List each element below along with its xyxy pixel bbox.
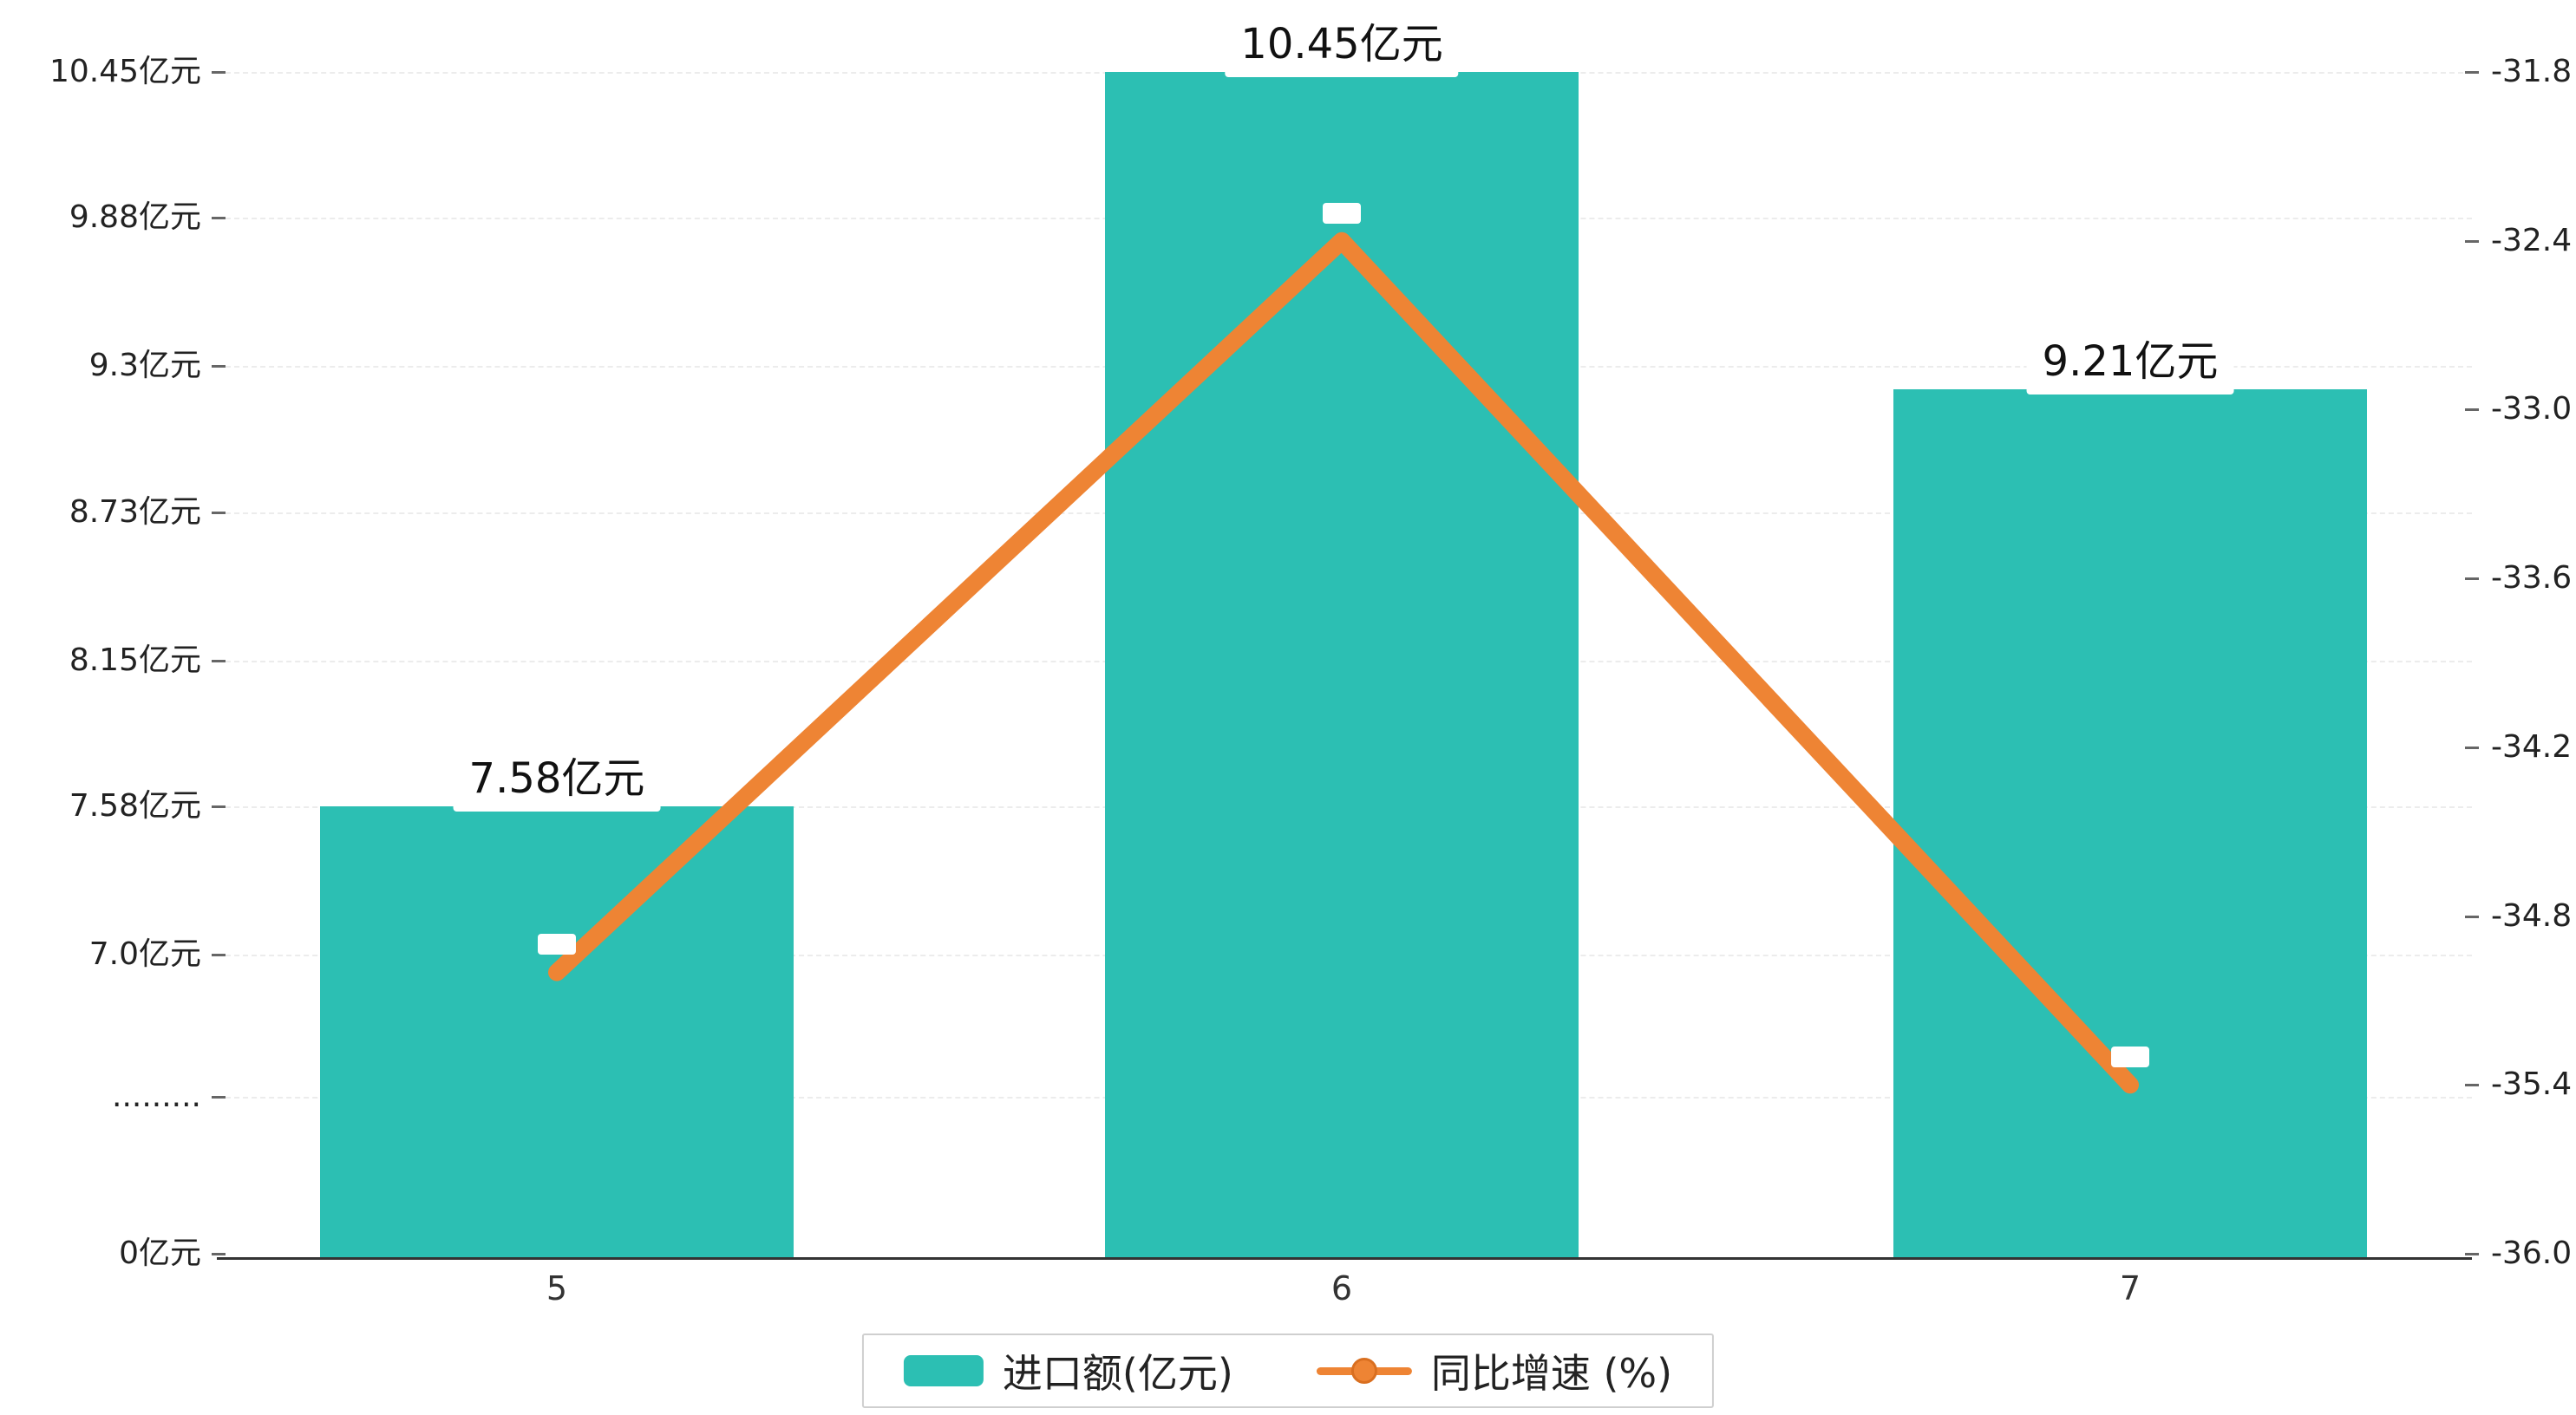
left-axis-tick-label: 8.15亿元 — [69, 642, 201, 678]
left-axis-tick — [212, 805, 226, 808]
left-axis-tick — [212, 365, 226, 368]
bar-value-label: 9.21亿元 — [2026, 328, 2234, 395]
x-tick-label-5: 5 — [546, 1269, 568, 1307]
right-axis-tick-label: -34.8 — [2491, 897, 2573, 934]
right-axis-tick-label: -31.8 — [2491, 54, 2573, 89]
line-swatch-dot — [1350, 1358, 1377, 1384]
line-value-label — [538, 934, 576, 955]
right-axis-tick — [2465, 915, 2479, 918]
left-axis-tick — [212, 1096, 226, 1099]
right-axis-tick — [2465, 1253, 2479, 1255]
left-axis-tick — [212, 954, 226, 956]
left-axis-tick — [212, 71, 226, 74]
left-axis-tick — [212, 659, 226, 662]
bar-month-5 — [320, 805, 794, 1259]
legend-label: 进口额(亿元) — [1002, 1350, 1233, 1397]
bar-value-label: 10.45亿元 — [1225, 11, 1459, 77]
x-axis-line — [217, 1257, 2472, 1260]
left-axis-tick-label: 10.45亿元 — [49, 54, 201, 89]
right-axis-tick-label: -33.0 — [2491, 391, 2573, 427]
left-axis-tick-label: 7.58亿元 — [69, 787, 201, 824]
left-axis-tick — [212, 217, 226, 220]
right-axis-tick — [2465, 239, 2479, 243]
bar-series-swatch-icon — [903, 1355, 984, 1386]
left-axis-tick-label: 9.3亿元 — [88, 348, 201, 384]
line-value-label — [2111, 1047, 2149, 1068]
left-axis-tick — [212, 1253, 226, 1255]
right-axis-tick-label: -32.4 — [2491, 222, 2573, 258]
bar-month-7 — [1893, 388, 2367, 1259]
left-axis-zero-label: 0亿元 — [119, 1236, 201, 1271]
bar-month-6 — [1105, 72, 1579, 1259]
right-axis-tick — [2465, 71, 2479, 74]
right-axis-tick-label: -33.6 — [2491, 560, 2573, 597]
right-axis-tick — [2465, 408, 2479, 412]
legend-item-yoy-growth[interactable]: 同比增速 (%) — [1316, 1342, 1673, 1399]
right-axis-tick-label: -35.4 — [2491, 1066, 2573, 1103]
line-value-label — [1323, 202, 1361, 224]
bar-value-label: 7.58亿元 — [453, 745, 661, 812]
legend-item-import-amount[interactable]: 进口额(亿元) — [903, 1342, 1233, 1399]
right-axis-tick — [2465, 746, 2479, 749]
legend-label: 同比增速 (%) — [1430, 1350, 1673, 1397]
right-axis-tick — [2465, 577, 2479, 581]
x-tick-label-7: 7 — [2119, 1269, 2141, 1307]
x-tick-label-6: 6 — [1330, 1269, 1353, 1307]
right-axis-tick-label: -36.0 — [2491, 1236, 2573, 1271]
line-series-swatch-icon — [1316, 1355, 1412, 1386]
legend: 进口额(亿元) 同比增速 (%) — [861, 1333, 1715, 1408]
left-axis-tick-label: 7.0亿元 — [88, 936, 201, 972]
left-axis-tick-label: 9.88亿元 — [69, 199, 201, 236]
left-axis-tick — [212, 511, 226, 514]
right-axis-tick — [2465, 1084, 2479, 1087]
left-axis-break-label: ......... — [112, 1079, 201, 1114]
right-axis-tick-label: -34.2 — [2491, 728, 2573, 765]
left-axis-tick-label: 8.73亿元 — [69, 493, 201, 530]
